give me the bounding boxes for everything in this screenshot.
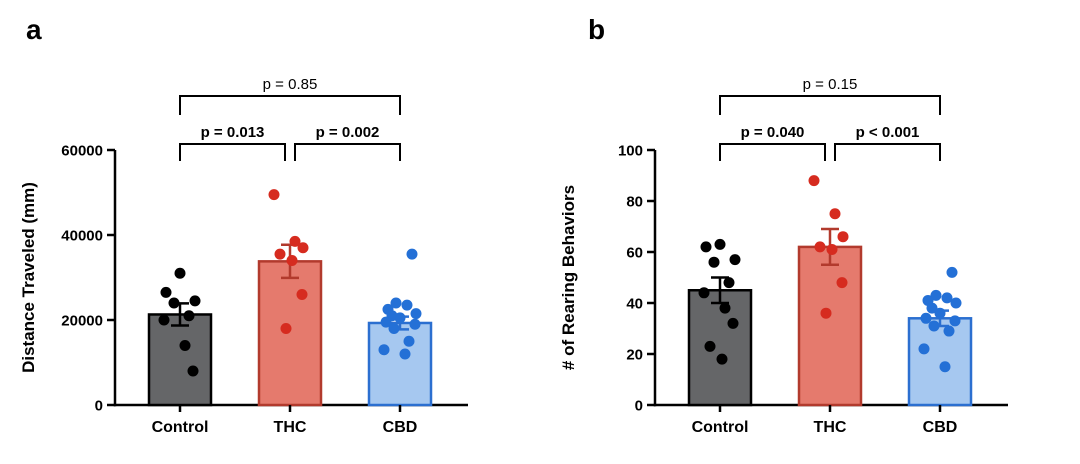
panel-b-label: b bbox=[588, 14, 606, 45]
data-point bbox=[390, 297, 402, 309]
y-tick-label: 40 bbox=[626, 296, 643, 313]
p-value-label: p < 0.001 bbox=[856, 124, 920, 141]
data-point bbox=[401, 299, 413, 311]
data-point bbox=[700, 241, 712, 253]
data-point bbox=[826, 243, 838, 255]
data-point bbox=[410, 308, 422, 320]
data-point bbox=[930, 289, 942, 301]
data-point bbox=[928, 320, 940, 332]
x-category-label: Control bbox=[692, 419, 749, 436]
y-tick-label: 0 bbox=[95, 398, 103, 415]
panel-a: a Distance Traveled (mm) 0 20000 40000 60000… bbox=[19, 14, 468, 436]
significance-bracket bbox=[179, 143, 286, 161]
data-point bbox=[727, 317, 739, 329]
data-point bbox=[280, 323, 292, 334]
data-point bbox=[716, 353, 728, 365]
data-point bbox=[179, 340, 191, 351]
data-point bbox=[286, 255, 298, 266]
data-point bbox=[296, 289, 308, 300]
data-point bbox=[189, 295, 201, 307]
data-point bbox=[403, 335, 415, 347]
panel-b: b # of Rearing Behaviors 0 20 40 60 80 100 Cont… bbox=[540, 0, 1080, 464]
data-point bbox=[949, 315, 961, 327]
data-point bbox=[837, 231, 849, 243]
x-category-label: CBD bbox=[383, 419, 418, 436]
data-point bbox=[820, 307, 832, 319]
data-point bbox=[808, 175, 820, 187]
data-point bbox=[183, 310, 195, 322]
y-tick-label: 60 bbox=[626, 245, 643, 262]
y-tick-label: 0 bbox=[635, 398, 643, 415]
data-point bbox=[187, 365, 199, 377]
p-value-label: p = 0.85 bbox=[263, 76, 318, 93]
data-point bbox=[274, 248, 286, 260]
y-tick-label: 40000 bbox=[61, 228, 103, 245]
y-tick-label: 100 bbox=[618, 143, 643, 160]
data-point bbox=[297, 242, 309, 254]
data-point bbox=[394, 312, 406, 324]
data-point bbox=[380, 316, 392, 328]
p-value-label: p = 0.15 bbox=[803, 76, 858, 93]
data-point bbox=[406, 248, 418, 260]
data-point bbox=[920, 312, 932, 324]
data-point bbox=[698, 287, 710, 299]
significance-bracket bbox=[719, 95, 941, 115]
data-point bbox=[399, 348, 411, 360]
significance-bracket bbox=[179, 95, 401, 115]
data-point bbox=[174, 267, 186, 279]
panel-b-chart: # of Rearing Behaviors 0 20 40 60 80 100 Contro… bbox=[559, 76, 1008, 436]
data-point bbox=[939, 361, 951, 373]
data-point bbox=[941, 292, 953, 304]
data-point bbox=[729, 254, 741, 266]
data-point bbox=[918, 343, 930, 355]
bar-thc bbox=[257, 260, 323, 407]
data-point bbox=[926, 302, 938, 314]
data-point bbox=[829, 208, 841, 220]
data-point bbox=[160, 286, 172, 298]
data-point bbox=[943, 325, 955, 337]
significance-bracket bbox=[719, 143, 826, 161]
y-tick-label: 60000 bbox=[61, 143, 103, 160]
data-point bbox=[836, 277, 848, 289]
p-value-label: p = 0.002 bbox=[316, 124, 380, 141]
y-axis-title: Distance Traveled (mm) bbox=[19, 182, 38, 373]
data-point bbox=[714, 238, 726, 250]
data-point bbox=[950, 297, 962, 309]
x-category-label: THC bbox=[814, 419, 847, 436]
bar-thc bbox=[797, 245, 863, 407]
y-axis-title: # of Rearing Behaviors bbox=[559, 185, 578, 370]
p-value-label: p = 0.040 bbox=[741, 124, 805, 141]
data-point bbox=[289, 235, 301, 247]
p-value-label: p = 0.013 bbox=[201, 124, 265, 141]
data-point bbox=[723, 277, 735, 289]
x-category-label: Control bbox=[152, 419, 209, 436]
bar-cbd bbox=[367, 321, 433, 407]
bar-cbd bbox=[907, 317, 973, 407]
y-tick-label: 80 bbox=[626, 194, 643, 211]
data-point bbox=[158, 314, 170, 326]
data-point bbox=[708, 256, 720, 268]
data-point bbox=[719, 302, 731, 314]
significance-bracket bbox=[294, 143, 401, 161]
y-tick-label: 20 bbox=[626, 347, 643, 364]
x-category-label: CBD bbox=[923, 419, 958, 436]
data-point bbox=[388, 323, 400, 334]
bar-control bbox=[147, 313, 213, 407]
data-point bbox=[946, 266, 958, 278]
significance-bracket bbox=[834, 143, 941, 161]
data-point bbox=[934, 307, 946, 319]
data-point bbox=[168, 297, 180, 309]
panel-a-chart: Distance Traveled (mm) 0 20000 40000 60000 Co… bbox=[19, 76, 468, 436]
data-point bbox=[378, 344, 390, 356]
data-point bbox=[704, 340, 716, 352]
panel-a-label: a bbox=[26, 14, 42, 45]
data-point bbox=[268, 189, 280, 201]
x-category-label: THC bbox=[274, 419, 307, 436]
data-point bbox=[814, 241, 826, 253]
data-point bbox=[409, 318, 421, 330]
y-tick-label: 20000 bbox=[61, 313, 103, 330]
